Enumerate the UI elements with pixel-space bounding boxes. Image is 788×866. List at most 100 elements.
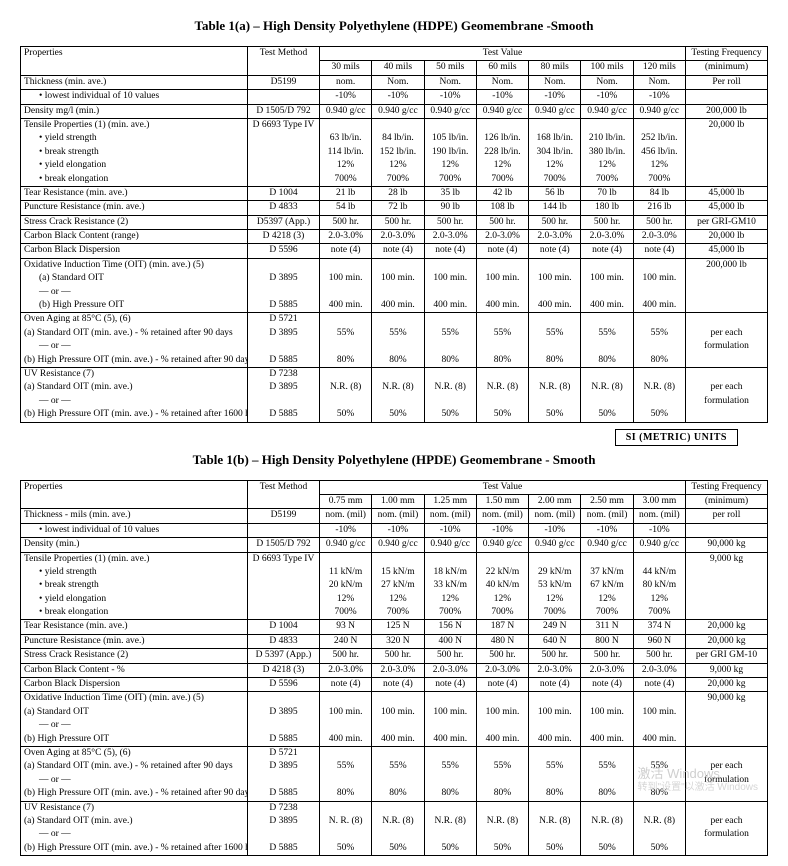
val-cell: -10%	[372, 90, 424, 104]
val-cell: 15 kN/m	[372, 566, 424, 579]
val-cell: 80%	[424, 354, 476, 368]
method-cell: D 4833	[248, 634, 320, 648]
method-cell	[248, 395, 320, 408]
val-cell: 50%	[529, 408, 581, 422]
val-cell: 700%	[633, 173, 685, 187]
val-cell: 50%	[529, 842, 581, 856]
table-row: Tensile Properties (1) (min. ave.)D 6693…	[21, 118, 768, 132]
table-row: Stress Crack Resistance (2)D5397 (App.)5…	[21, 215, 768, 229]
prop-cell: (b) High Pressure OIT (min. ave.) - % re…	[21, 842, 248, 856]
val-cell: 12%	[372, 593, 424, 606]
method-cell: D 3895	[248, 381, 320, 394]
val-cell: note (4)	[633, 244, 685, 258]
hdr-col-2: 50 mils	[424, 61, 476, 75]
val-cell: 2.0-3.0%	[320, 230, 372, 244]
val-cell: 400 min.	[424, 733, 476, 747]
method-cell	[248, 774, 320, 787]
method-cell: D 5885	[248, 787, 320, 801]
table-row: (a) Standard OITD 3895100 min.100 min.10…	[21, 272, 768, 285]
val-cell	[320, 801, 372, 815]
val-cell	[529, 286, 581, 299]
val-cell: -10%	[529, 90, 581, 104]
val-cell: Nom.	[633, 75, 685, 89]
table-a: PropertiesTest MethodTest ValueTesting F…	[20, 46, 768, 423]
table-row: UV Resistance (7)D 7238	[21, 801, 768, 815]
val-cell: 80%	[320, 787, 372, 801]
freq-cell	[686, 367, 768, 381]
val-cell: 114 lb/in.	[320, 146, 372, 159]
val-cell: 80%	[581, 354, 633, 368]
val-cell: 700%	[320, 606, 372, 620]
val-cell: 12%	[476, 159, 528, 172]
val-cell: note (4)	[476, 244, 528, 258]
val-cell: 320 N	[372, 634, 424, 648]
freq-cell: 45,000 lb	[686, 186, 768, 200]
table-row: — or —	[21, 286, 768, 299]
freq-cell	[686, 173, 768, 187]
val-cell: 54 lb	[320, 201, 372, 215]
method-cell	[248, 523, 320, 537]
val-cell: 0.940 g/cc	[320, 538, 372, 552]
val-cell: 12%	[529, 593, 581, 606]
method-cell: D 1004	[248, 186, 320, 200]
val-cell	[372, 828, 424, 841]
val-cell	[476, 828, 528, 841]
val-cell: 400 min.	[320, 733, 372, 747]
val-cell: 33 kN/m	[424, 579, 476, 592]
val-cell: 400 N	[424, 634, 476, 648]
val-cell: 55%	[424, 327, 476, 340]
val-cell: 400 min.	[476, 299, 528, 313]
val-cell	[372, 552, 424, 566]
val-cell: 640 N	[529, 634, 581, 648]
val-cell	[372, 801, 424, 815]
val-cell: 0.940 g/cc	[320, 104, 372, 118]
val-cell: note (4)	[320, 678, 372, 692]
val-cell: 0.940 g/cc	[372, 104, 424, 118]
val-cell	[320, 367, 372, 381]
val-cell	[476, 258, 528, 272]
val-cell: nom. (mil)	[320, 509, 372, 523]
prop-cell: yield elongation	[21, 593, 248, 606]
val-cell: 500 hr.	[529, 215, 581, 229]
val-cell: 100 min.	[633, 272, 685, 285]
freq-cell	[686, 408, 768, 422]
prop-cell: (a) Standard OIT	[21, 706, 248, 719]
freq-cell: 20,000 lb	[686, 230, 768, 244]
table-row: Puncture Resistance (min. ave.)D 4833240…	[21, 634, 768, 648]
val-cell	[529, 313, 581, 327]
val-cell: -10%	[320, 523, 372, 537]
watermark-main: 激活 Windows	[638, 766, 758, 782]
val-cell: 228 lb/in.	[476, 146, 528, 159]
prop-cell: (b) High Pressure OIT	[21, 299, 248, 313]
hdr-col-1: 40 mils	[372, 61, 424, 75]
method-cell: D 4218 (3)	[248, 663, 320, 677]
val-cell	[320, 395, 372, 408]
val-cell: 2.0-3.0%	[372, 230, 424, 244]
table-row: Oven Aging at 85°C (5), (6)D 5721	[21, 746, 768, 760]
method-cell: D 5885	[248, 354, 320, 368]
val-cell	[372, 395, 424, 408]
prop-cell: — or —	[21, 395, 248, 408]
val-cell: 55%	[320, 760, 372, 773]
val-cell: 500 hr.	[476, 649, 528, 663]
val-cell	[633, 367, 685, 381]
val-cell	[529, 828, 581, 841]
val-cell: 2.0-3.0%	[372, 663, 424, 677]
val-cell: 190 lb/in.	[424, 146, 476, 159]
freq-cell: per each	[686, 381, 768, 394]
method-cell	[248, 146, 320, 159]
method-cell: D 1505/D 792	[248, 104, 320, 118]
hdr-testvalue: Test Value	[320, 47, 686, 61]
val-cell	[529, 719, 581, 732]
freq-cell: 9,000 kg	[686, 663, 768, 677]
val-cell	[320, 552, 372, 566]
freq-cell: 45,000 lb	[686, 244, 768, 258]
val-cell: 50%	[633, 408, 685, 422]
watermark-sub: 转到"设置"以激活 Windows	[638, 782, 758, 794]
freq-cell	[686, 146, 768, 159]
val-cell: 700%	[476, 173, 528, 187]
val-cell: 100 min.	[424, 272, 476, 285]
val-cell: 100 min.	[529, 272, 581, 285]
freq-cell: 20,000 kg	[686, 634, 768, 648]
table-row: Tear Resistance (min. ave.)D 100493 N125…	[21, 620, 768, 634]
